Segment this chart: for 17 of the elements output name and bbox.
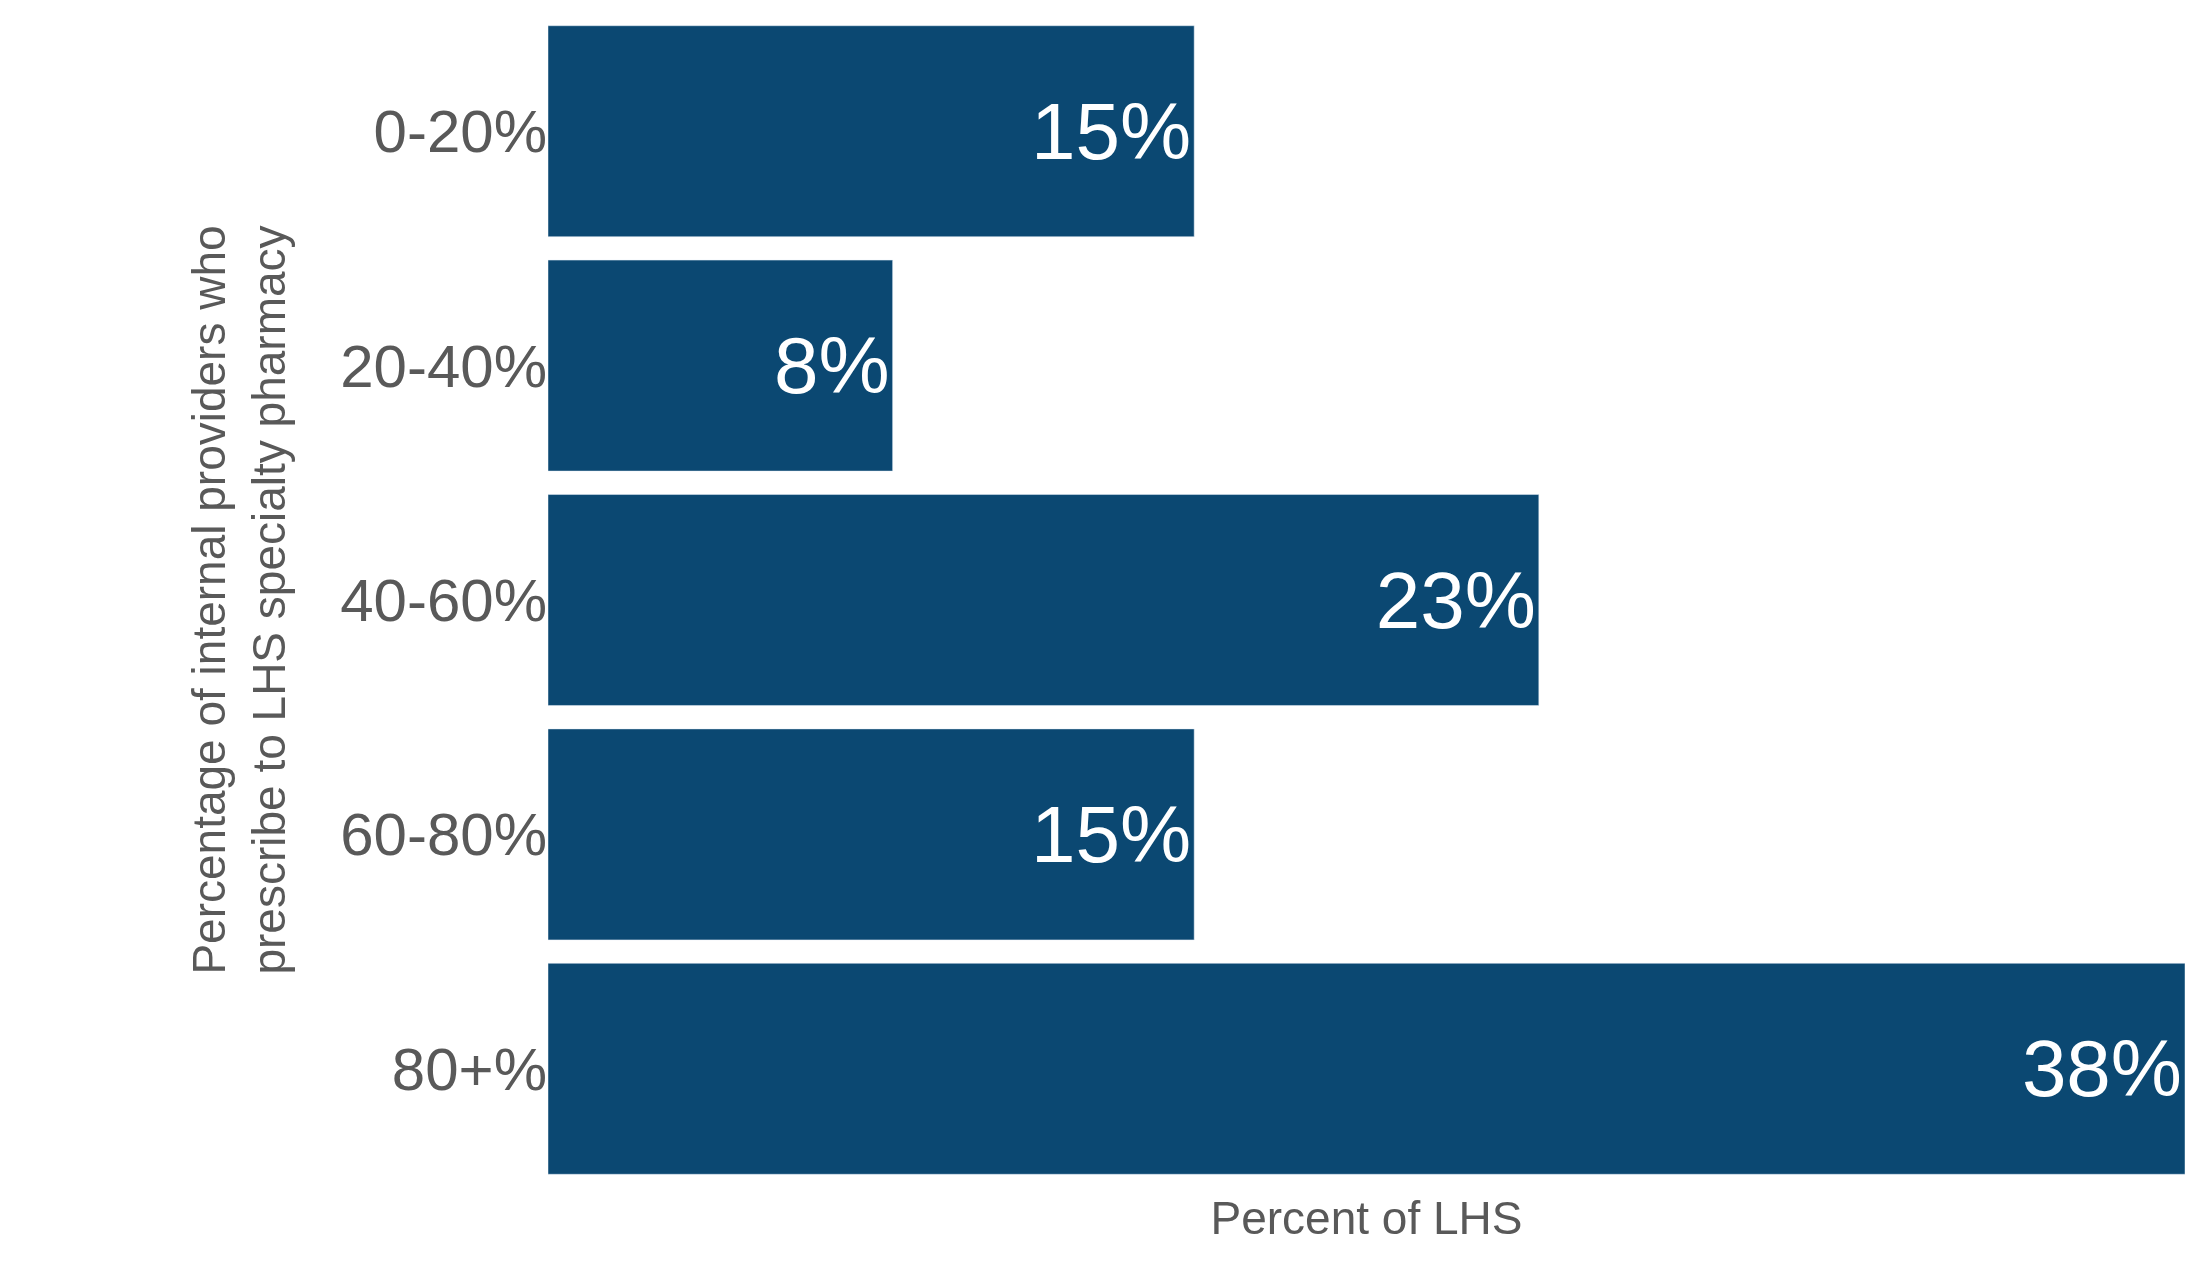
y-tick-label: 40-60% xyxy=(340,567,547,634)
y-axis-title: Percentage of internal providers who prescribe to LHS specialty pharmacy xyxy=(182,225,295,975)
y-tick-label: 80+% xyxy=(391,1035,547,1103)
y-tick-label: 60-80% xyxy=(340,801,547,869)
x-axis-title: Percent of LHS xyxy=(1210,1191,1523,1244)
data-label: 8% xyxy=(774,321,890,411)
bar xyxy=(548,494,1540,706)
y-tick-label: 0-20% xyxy=(373,98,547,166)
data-label: 15% xyxy=(1031,789,1192,879)
data-label: 15% xyxy=(1031,86,1192,176)
data-label: 38% xyxy=(2021,1024,2182,1114)
bar xyxy=(548,963,2185,1175)
data-label: 23% xyxy=(1375,555,1536,645)
bar xyxy=(548,25,1195,237)
bar xyxy=(548,728,1195,941)
y-tick-label: 20-40% xyxy=(340,332,547,400)
bar xyxy=(548,259,893,472)
